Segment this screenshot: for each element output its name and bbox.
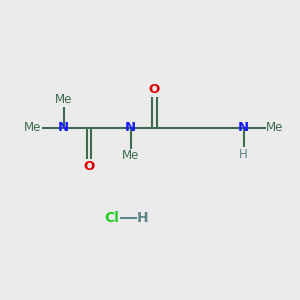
Text: Me: Me xyxy=(122,149,140,162)
Text: N: N xyxy=(125,121,136,134)
Text: N: N xyxy=(238,121,249,134)
Text: H: H xyxy=(137,212,148,225)
Text: H: H xyxy=(239,148,248,161)
Text: O: O xyxy=(149,82,160,96)
Text: Cl: Cl xyxy=(104,212,119,225)
Text: N: N xyxy=(58,121,69,134)
Text: Me: Me xyxy=(266,121,284,134)
Text: Me: Me xyxy=(24,121,41,134)
Text: O: O xyxy=(83,160,95,173)
Text: Me: Me xyxy=(55,93,73,106)
